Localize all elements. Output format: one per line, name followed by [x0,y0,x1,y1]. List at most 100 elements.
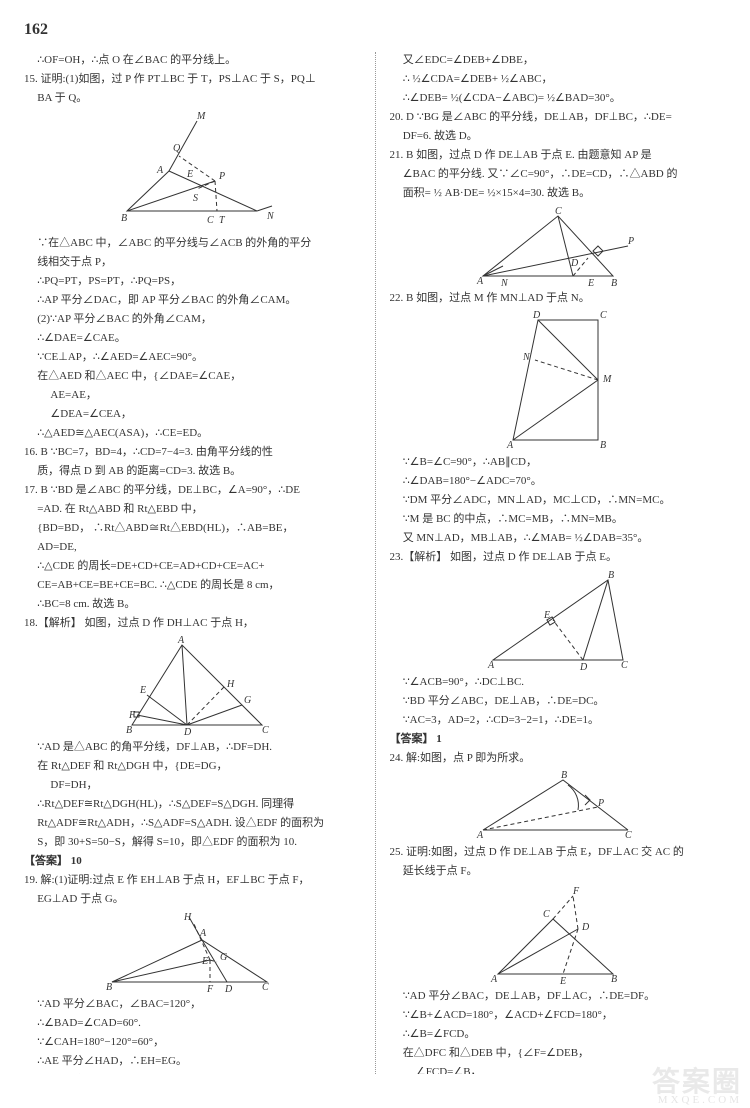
text-line: ∵∠CAH=180°−120°=60°， [24,1034,361,1051]
text-line: AD=DE, [24,539,361,556]
two-column-layout: ∴OF=OH，∴点 O 在∠BAC 的平分线上。 15. 证明:(1)如图，过 … [24,52,726,1074]
text-line: 又∠EDC=∠DEB+∠DBE， [390,52,727,69]
fig-label: C [262,982,269,992]
text-line: ∴∠DEB= ½(∠CDA−∠ABC)= ½∠BAD=30°。 [390,90,727,107]
fig-label: C [543,909,550,920]
text-line: 21. B 如图，过点 D 作 DE⊥AB 于点 E. 由题意知 AP 是 [390,147,727,164]
fig-label: C [625,830,632,840]
fig-label: D [581,922,590,933]
fig-label: S [193,193,198,204]
text-line: ∵∠B+∠ACD=180°，∠ACD+∠FCD=180°， [390,1007,727,1024]
text-line: 线相交于点 P， [24,254,361,271]
text-line: DF=DH， [24,777,361,794]
text-line: ∵BE 平分∠ABC，EH⊥AB，EF⊥BC， [24,1072,361,1075]
text-line: 又 MN⊥AD，MB⊥AB，∴∠MAB= ½∠DAB=35°。 [390,530,727,547]
text-line: 在△DFC 和△DEB 中，{∠F=∠DEB， [390,1045,727,1062]
text-line: ∴AP 平分∠DAC，即 AP 平分∠BAC 的外角∠CAM。 [24,292,361,309]
figure-triangle-de: B E A D C [390,570,727,670]
figure-construction-p: B P A C [390,770,727,840]
fig-label: F [572,886,580,897]
fig-label: H [226,679,235,690]
text-line: 24. 解:如图，点 P 即为所求。 [390,750,727,767]
fig-label: E [139,685,146,696]
text-line: ∴∠BAD=∠CAD=60°. [24,1015,361,1032]
figure-triangle-dh: A E F B D H G C [24,635,361,735]
text-line: ∠DEA=∠CEA， [24,406,361,423]
fig-label: G [220,952,227,963]
text-line: 在△AED 和△AEC 中，{∠DAE=∠CAE， [24,368,361,385]
fig-label: C [621,660,628,670]
fig-label: E [543,610,550,621]
fig-label: N [266,211,275,222]
text-line: Rt△ADF≅Rt△ADH，∴S△ADF=S△ADH. 设△EDF 的面积为 [24,815,361,832]
text-line: ∵BD 平分∠ABC，DE⊥AB，∴DE=DC。 [390,693,727,710]
fig-label: C [555,206,562,217]
left-column: ∴OF=OH，∴点 O 在∠BAC 的平分线上。 15. 证明:(1)如图，过 … [24,52,361,1074]
fig-label: B [600,440,606,450]
text-line: ∠BAC 的平分线. 又∵∠C=90°，∴DE=CD，∴△ABD 的 [390,166,727,183]
text-line: ∵在△ABC 中，∠ABC 的平分线与∠ACB 的外角的平分 [24,235,361,252]
fig-label: B [611,974,617,984]
fig-label: M [196,111,206,122]
text-line: ∵AD 是△ABC 的角平分线，DF⊥AB，∴DF=DH. [24,739,361,756]
figure-triangle-eg: H A G E B C F D [24,912,361,992]
fig-label: B [106,982,112,992]
text-line: ∵CE⊥AP，∴∠AED=∠AEC=90°。 [24,349,361,366]
fig-label: T [219,215,226,226]
text-line: 22. B 如图，过点 M 作 MN⊥AD 于点 N。 [390,290,727,307]
figure-trapezoid-mn: D C N M A B [390,310,727,450]
text-line: ∴BC=8 cm. 故选 B。 [24,596,361,613]
fig-label: D [579,662,588,670]
fig-label: B [561,770,567,781]
fig-label: P [218,171,225,182]
fig-label: A [487,660,495,670]
text-line: =AD. 在 Rt△ABD 和 Rt△EBD 中， [24,501,361,518]
fig-label: H [183,912,192,923]
fig-label: P [597,798,604,809]
fig-label: B [611,278,617,286]
fig-label: B [126,725,132,735]
fig-label: P [627,236,634,247]
text-line: (2)∵AP 平分∠BAC 的外角∠CAM， [24,311,361,328]
text-line: ∵AD 平分∠BAC，DE⊥AB，DF⊥AC，∴DE=DF。 [390,988,727,1005]
watermark-sub: MXQE.COM [658,1092,742,1108]
text-line: 延长线于点 F。 [390,863,727,880]
text-line: ∴PQ=PT，PS=PT，∴PQ=PS， [24,273,361,290]
fig-label: N [500,278,509,286]
text-line: 质，得点 D 到 AB 的距离=CD=3. 故选 B。 [24,463,361,480]
text-line: 18.【解析】 如图，过点 D 作 DH⊥AC 于点 H， [24,615,361,632]
fig-label: C [262,725,269,735]
fig-label: G [244,695,251,706]
answer-label: 【答案】 1 [390,731,727,748]
fig-label: D [532,310,541,321]
text-line: 面积= ½ AB·DE= ½×15×4=30. 故选 B。 [390,185,727,202]
figure-triangle-def: F C D A E B [390,884,727,984]
right-column: 又∠EDC=∠DEB+∠DBE， ∴ ½∠CDA=∠DEB+ ½∠ABC， ∴∠… [390,52,727,1074]
page-number: 162 [24,18,726,42]
text-line: EG⊥AD 于点 G。 [24,891,361,908]
fig-label: E [201,956,208,967]
fig-label: F [128,710,136,721]
text-line: 23.【解析】 如图，过点 D 作 DE⊥AB 于点 E。 [390,549,727,566]
fig-label: F [206,984,214,992]
text-line: 16. B ∵BC=7，BD=4，∴CD=7−4=3. 由角平分线的性 [24,444,361,461]
text-line: ∴△CDE 的周长=DE+CD+CE=AD+CD+CE=AC+ [24,558,361,575]
column-divider [375,52,376,1074]
text-line: 20. D ∵BG 是∠ABC 的平分线，DE⊥AB，DF⊥BC，∴DE= [390,109,727,126]
text-line: ∴OF=OH，∴点 O 在∠BAC 的平分线上。 [24,52,361,69]
text-line: ∵∠B=∠C=90°，∴AB∥CD， [390,454,727,471]
text-line: BA 于 Q。 [24,90,361,107]
text-line: ∵AC=3，AD=2，∴CD=3−2=1，∴DE=1。 [390,712,727,729]
fig-label: C [600,310,607,321]
fig-label: A [177,635,185,646]
text-line: ∴AE 平分∠HAD，∴EH=EG。 [24,1053,361,1070]
text-line: 25. 证明:如图，过点 D 作 DE⊥AB 于点 E，DF⊥AC 交 AC 的 [390,844,727,861]
text-line: {BD=BD， ∴Rt△ABD≅Rt△EBD(HL)，∴AB=BE， [24,520,361,537]
fig-label: N [522,352,531,363]
fig-label: C [207,215,214,226]
figure-triangle-abd: C D P A N E B [390,206,727,286]
answer-label: 【答案】 10 [24,853,361,870]
text-line: ∴∠DAE=∠CAE。 [24,330,361,347]
fig-label: A [476,276,484,286]
text-line: ∵∠ACB=90°，∴DC⊥BC. [390,674,727,691]
